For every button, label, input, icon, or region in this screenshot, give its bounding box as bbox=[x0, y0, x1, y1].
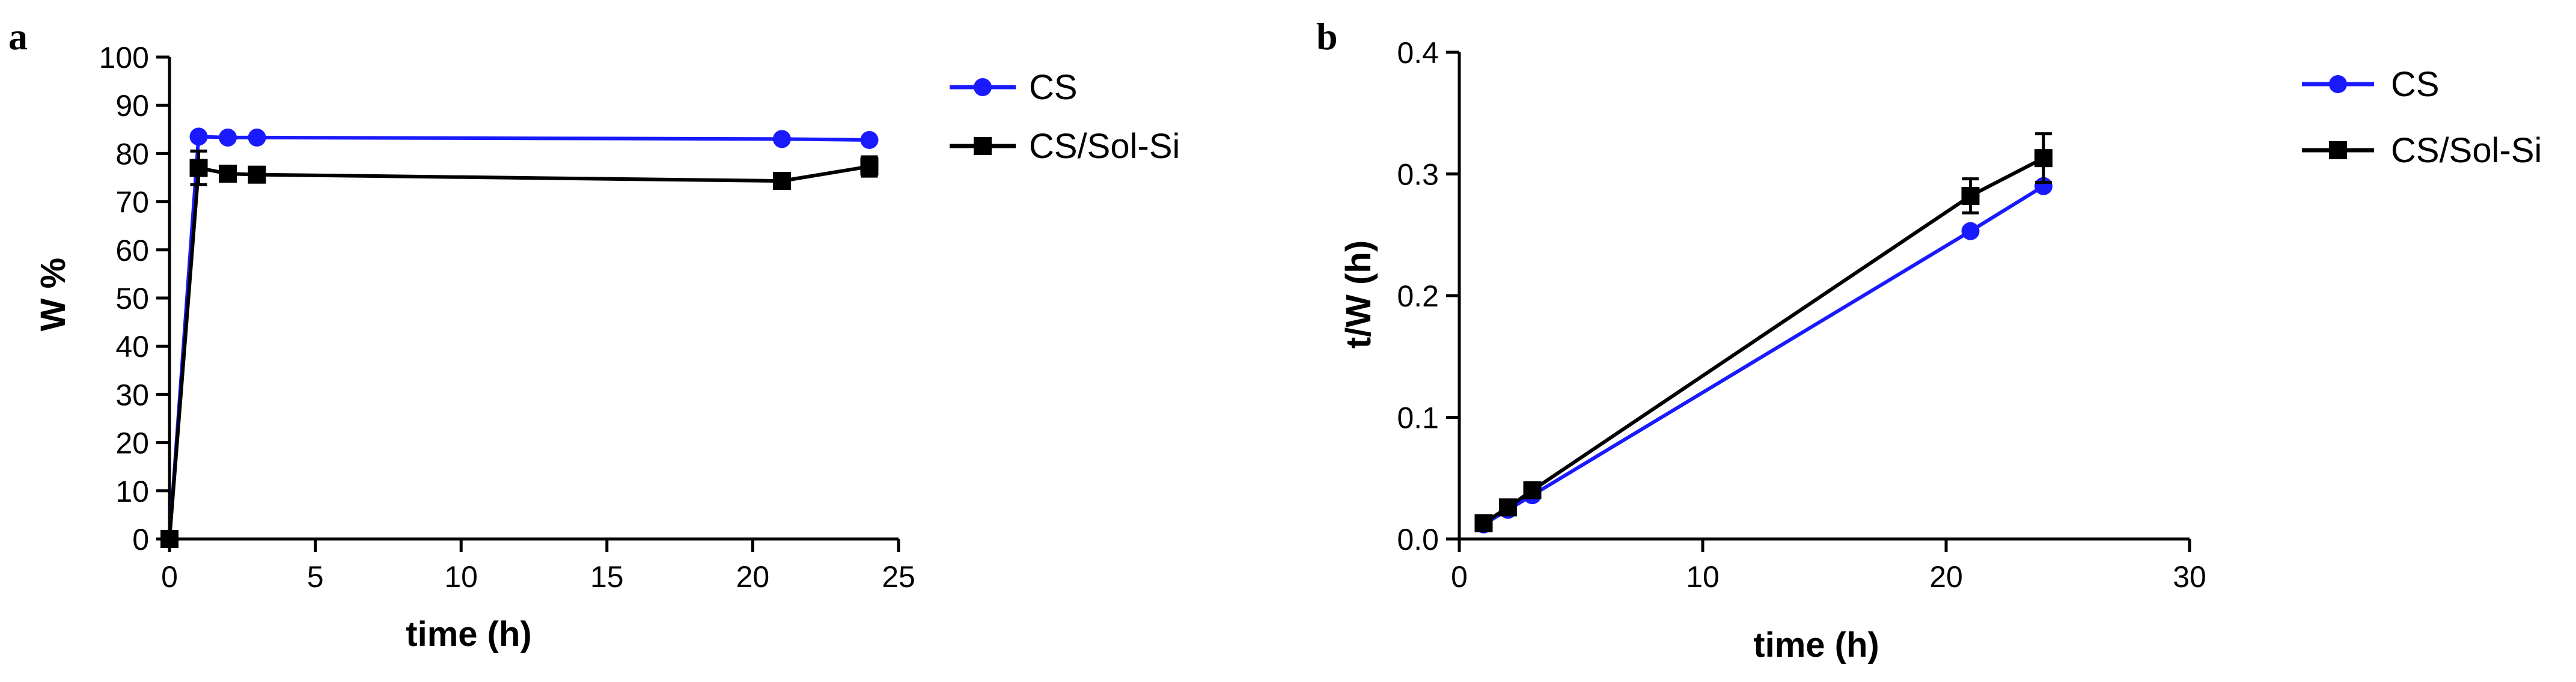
data-point-cs bbox=[189, 127, 208, 146]
x-tick-label: 0 bbox=[161, 560, 178, 594]
legend-marker-cs-sol-si bbox=[974, 137, 992, 155]
data-point-cs bbox=[1961, 222, 1980, 240]
y-tick-label: 0 bbox=[132, 523, 149, 556]
panel-b-legend-label-cs: CS bbox=[2391, 65, 2440, 104]
x-tick-label: 10 bbox=[1686, 560, 1720, 594]
panel-b-legend-label-cs-sol-si: CS/Sol-Si bbox=[2391, 131, 2542, 170]
panel-a: a 0 5 10 15 20 25 0 10 20 30 40 50 60 70 80 90 100 time … bbox=[8, 15, 1180, 654]
data-point-cs-sol-si bbox=[1474, 514, 1493, 532]
y-tick-label: 100 bbox=[99, 41, 149, 75]
data-point-cs-sol-si bbox=[248, 165, 266, 184]
data-point-cs-sol-si bbox=[1499, 498, 1517, 517]
data-point-cs-sol-si bbox=[1523, 481, 1542, 499]
y-tick-label: 80 bbox=[115, 137, 149, 171]
data-point-cs-sol-si bbox=[1961, 186, 1980, 205]
y-tick-label: 0.2 bbox=[1397, 279, 1439, 313]
panel-a-legend: CS CS/Sol-Si bbox=[950, 68, 1180, 166]
legend-marker-cs-sol-si bbox=[2329, 141, 2347, 159]
y-tick-label: 0.3 bbox=[1397, 158, 1439, 192]
data-point-cs bbox=[860, 130, 879, 149]
x-tick-label: 20 bbox=[1929, 560, 1963, 594]
panel-b-legend: CS CS/Sol-Si bbox=[2302, 65, 2542, 170]
panel-a-axes bbox=[168, 57, 899, 541]
panel-b-ticks: 0 10 20 30 0.0 0.1 0.2 0.3 0.4 bbox=[1397, 36, 2206, 594]
data-point-cs bbox=[219, 128, 237, 147]
y-tick-label: 30 bbox=[115, 378, 149, 412]
panel-a-legend-label-cs-sol-si: CS/Sol-Si bbox=[1029, 127, 1180, 166]
panel-b-plot-area bbox=[1474, 132, 2053, 534]
panel-a-plot-area bbox=[160, 127, 879, 548]
x-tick-label: 30 bbox=[2173, 560, 2206, 594]
data-point-cs bbox=[248, 128, 266, 147]
y-tick-label: 10 bbox=[115, 475, 149, 508]
y-tick-label: 20 bbox=[115, 427, 149, 460]
y-tick-label: 0.1 bbox=[1397, 401, 1439, 435]
panel-b-x-axis-title: time (h) bbox=[1753, 626, 1879, 665]
x-tick-label: 10 bbox=[444, 560, 478, 594]
panel-a-x-axis-title: time (h) bbox=[406, 615, 531, 654]
x-tick-label: 20 bbox=[736, 560, 770, 594]
data-point-cs-sol-si bbox=[772, 172, 791, 190]
x-tick-label: 0 bbox=[1451, 560, 1468, 594]
panel-b-letter: b bbox=[1316, 15, 1338, 58]
x-tick-label: 25 bbox=[882, 560, 915, 594]
panel-a-legend-label-cs: CS bbox=[1029, 68, 1078, 107]
panel-a-letter: a bbox=[8, 15, 28, 58]
y-tick-label: 50 bbox=[115, 282, 149, 315]
y-tick-label: 0.4 bbox=[1397, 36, 1439, 70]
series-line-cs bbox=[1482, 184, 2045, 526]
y-tick-label: 40 bbox=[115, 330, 149, 364]
data-point-cs-sol-si bbox=[189, 159, 208, 177]
panel-b: b 0 10 20 30 0.0 0.1 0.2 0.3 0.4 time (h) t/W (h… bbox=[1316, 15, 2542, 665]
panel-b-y-axis-title: t/W (h) bbox=[1339, 240, 1378, 349]
series-line-cs-sol-si bbox=[168, 165, 870, 540]
y-tick-label: 60 bbox=[115, 234, 149, 267]
panel-a-y-axis-title: W % bbox=[34, 258, 73, 331]
y-tick-label: 0.0 bbox=[1397, 523, 1439, 556]
data-point-cs-sol-si bbox=[219, 165, 237, 183]
data-point-cs-sol-si bbox=[160, 530, 179, 548]
panel-a-ticks: 0 5 10 15 20 25 0 10 20 30 40 50 60 70 80 90 100 bbox=[99, 41, 915, 594]
legend-marker-cs bbox=[974, 78, 992, 96]
series-line-cs-sol-si bbox=[1482, 156, 2045, 525]
y-tick-label: 90 bbox=[115, 89, 149, 123]
legend-marker-cs bbox=[2329, 75, 2347, 93]
x-tick-label: 15 bbox=[590, 560, 624, 594]
series-line-cs bbox=[168, 135, 870, 540]
x-tick-label: 5 bbox=[307, 560, 324, 594]
y-tick-label: 70 bbox=[115, 186, 149, 219]
data-point-cs bbox=[772, 130, 791, 148]
data-point-cs-sol-si bbox=[860, 157, 879, 176]
data-point-cs-sol-si bbox=[2034, 149, 2053, 168]
